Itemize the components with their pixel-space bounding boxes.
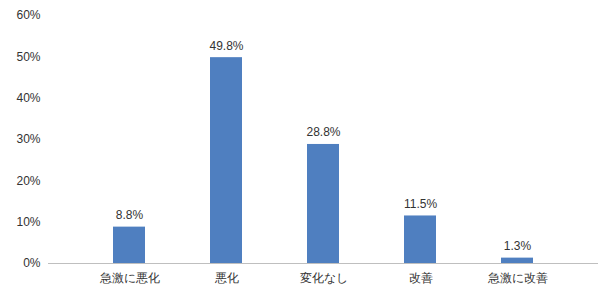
svg-text:60%: 60% [16, 8, 40, 22]
svg-text:急激に悪化: 急激に悪化 [99, 271, 160, 285]
svg-text:11.5%: 11.5% [404, 197, 437, 211]
svg-text:30%: 30% [16, 132, 40, 146]
svg-text:悪化: 悪化 [214, 271, 239, 285]
svg-text:8.8%: 8.8% [116, 208, 144, 222]
svg-text:28.8%: 28.8% [306, 125, 340, 139]
svg-text:1.3%: 1.3% [504, 239, 532, 253]
svg-text:50%: 50% [16, 50, 40, 64]
svg-text:49.8%: 49.8% [209, 39, 243, 53]
svg-text:変化なし: 変化なし [300, 271, 348, 285]
svg-text:10%: 10% [16, 215, 40, 229]
svg-text:40%: 40% [16, 91, 40, 105]
svg-text:急激に改善: 急激に改善 [487, 271, 548, 285]
svg-text:改善: 改善 [409, 271, 433, 285]
svg-text:0%: 0% [23, 256, 41, 270]
svg-text:20%: 20% [16, 174, 40, 188]
